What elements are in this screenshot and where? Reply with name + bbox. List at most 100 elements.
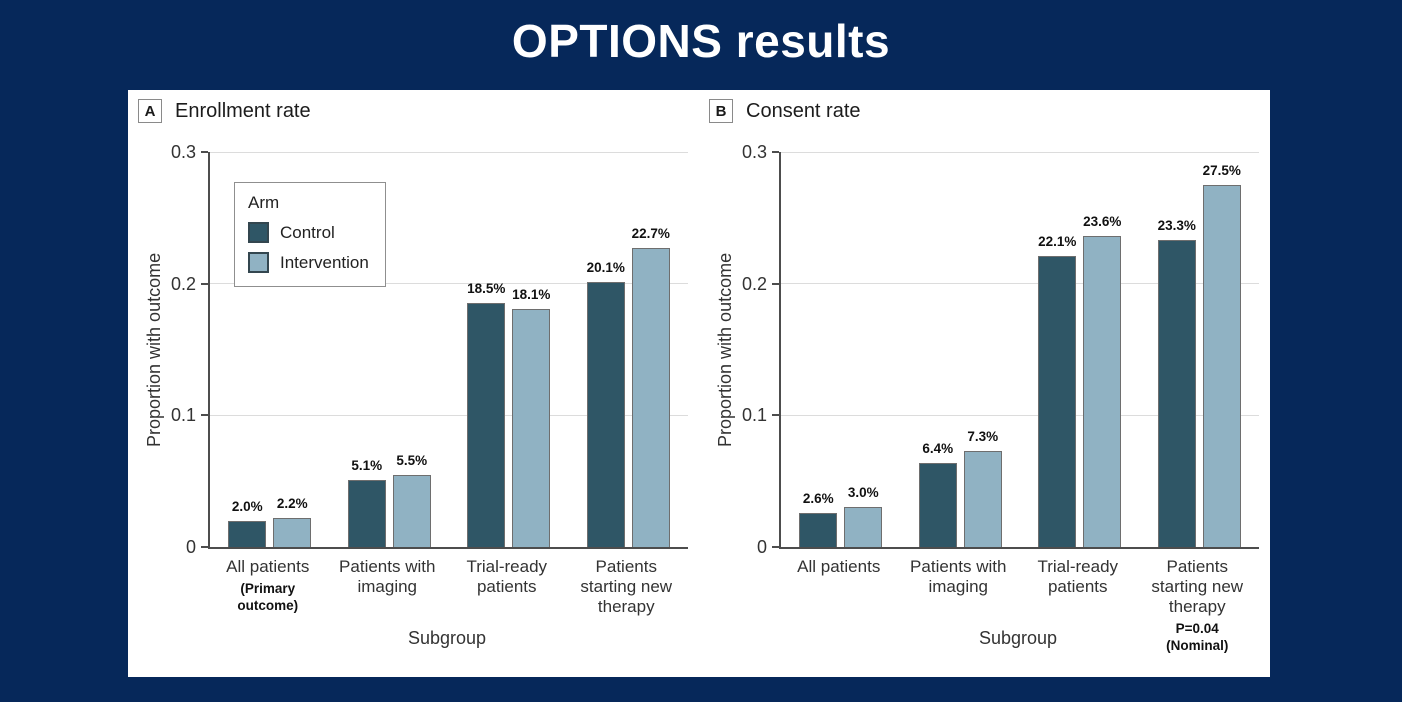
y-tick-label-0: 0 <box>185 537 196 557</box>
y-tick-label-0.3: 0.3 <box>741 142 767 162</box>
bar-value-label: 18.1% <box>512 287 551 302</box>
bar-group-4: 20.1% 22.7% <box>569 152 689 547</box>
y-tick-mark-0.2 <box>772 282 779 285</box>
gridline-0.2 <box>210 283 688 285</box>
bar-value-label: 2.2% <box>276 496 308 511</box>
legend: Arm Control Intervention <box>234 182 386 287</box>
category-labels-row: All patients Patients with imaging Trial-r… <box>779 557 1257 655</box>
bars-row: 2.6% 3.0% 6.4% 7.3% 22.1% 23.6% 23.3% 27.5% <box>781 152 1259 547</box>
y-tick-mark-0.3 <box>201 151 208 153</box>
intervention-swatch <box>248 252 269 273</box>
bar-value-label: 5.5% <box>396 453 428 468</box>
bar-value-label: 23.3% <box>1157 218 1196 233</box>
control-bar: 5.1% <box>347 458 386 547</box>
category-cell-4: Patients starting new therapy <box>567 557 687 617</box>
control-bar: 6.4% <box>918 441 957 547</box>
category-cell-4: Patients starting new therapy P=0.04 (Nom… <box>1138 557 1258 655</box>
legend-entry-control: Control <box>248 222 369 243</box>
category-cell-2: Patients with imaging <box>899 557 1019 655</box>
plot-area: 2.0% 2.2% 5.1% 5.5% 18.5% 18.1% 20.1% 22.7% <box>208 151 688 549</box>
category-label: Patients with imaging <box>339 557 436 596</box>
bar-value-label: 23.6% <box>1083 214 1122 229</box>
category-cell-1: All patients (Primary outcome) <box>208 557 328 617</box>
bar-group-4: 23.3% 27.5% <box>1140 152 1260 547</box>
bar-value-label: 18.5% <box>467 281 506 296</box>
intervention-bar: 3.0% <box>844 485 883 547</box>
bar-value-label: 5.1% <box>351 458 383 473</box>
intervention-bar: 7.3% <box>963 429 1002 547</box>
figure-card: A Enrollment rate Proportion with outcome 2… <box>128 90 1270 677</box>
legend-entry-label: Control <box>280 222 335 242</box>
bar-value-label: 3.0% <box>847 485 879 500</box>
control-bar: 20.1% <box>587 260 625 547</box>
figure-panel-a: A Enrollment rate Proportion with outcome 2… <box>128 90 699 677</box>
y-tick-label-0.1: 0.1 <box>741 405 767 426</box>
bar-group-2: 6.4% 7.3% <box>901 152 1021 547</box>
control-bar: 23.3% <box>1158 218 1196 547</box>
panel-a-title: Enrollment rate <box>175 99 311 122</box>
plot-area: 2.6% 3.0% 6.4% 7.3% 22.1% 23.6% 23.3% 27.5% <box>779 151 1259 549</box>
gridline-0.1 <box>210 414 688 416</box>
bar-value-label: 27.5% <box>1202 163 1241 178</box>
intervention-bar: 22.7% <box>632 226 670 547</box>
control-bar: 18.5% <box>467 281 505 547</box>
category-label: Trial-ready patients <box>1037 557 1119 596</box>
y-axis-label: Proportion with outcome <box>715 252 735 447</box>
legend-title: Arm <box>248 193 280 212</box>
bar-value-label: 2.0% <box>231 499 263 514</box>
category-cell-1: All patients <box>779 557 899 655</box>
category-cell-2: Patients with imaging <box>328 557 448 617</box>
category-label: Patients starting new therapy <box>1151 557 1244 616</box>
bar-value-label: 20.1% <box>586 260 625 275</box>
y-tick-mark-0 <box>772 546 779 548</box>
category-label: All patients <box>226 557 310 576</box>
bar-group-3: 22.1% 23.6% <box>1020 152 1140 547</box>
intervention-bar: 23.6% <box>1083 214 1121 547</box>
y-tick-label-0: 0 <box>756 537 767 557</box>
control-bar: 22.1% <box>1038 234 1076 547</box>
category-label: Patients starting new therapy <box>580 557 673 616</box>
intervention-bar: 5.5% <box>392 453 431 547</box>
gridline-0.3 <box>210 151 688 153</box>
bar-value-label: 2.6% <box>802 491 834 506</box>
y-tick-mark-0.1 <box>201 414 208 417</box>
category-label: Trial-ready patients <box>466 557 548 596</box>
category-label: Patients with imaging <box>910 557 1007 596</box>
y-tick-mark-0.1 <box>772 414 779 417</box>
bar-group-3: 18.5% 18.1% <box>449 152 569 547</box>
y-tick-mark-0.3 <box>772 151 779 153</box>
bar-group-1: 2.6% 3.0% <box>781 152 901 547</box>
figure-panel-b: B Consent rate Proportion with outcome 2.6%… <box>699 90 1270 677</box>
control-swatch <box>248 222 269 243</box>
bars-row: 2.0% 2.2% 5.1% 5.5% 18.5% 18.1% 20.1% 22.7% <box>210 152 688 547</box>
control-bar: 2.6% <box>799 491 838 547</box>
intervention-bar: 27.5% <box>1203 163 1241 547</box>
y-axis-label: Proportion with outcome <box>144 252 164 447</box>
panel-b-letter-badge: B <box>709 99 733 123</box>
intervention-bar: 2.2% <box>273 496 312 547</box>
category-cell-3: Trial-ready patients <box>1018 557 1138 655</box>
y-tick-label-0.2: 0.2 <box>170 273 196 294</box>
panel-a-header: A Enrollment rate <box>138 99 311 123</box>
panel-a-letter-badge: A <box>138 99 162 123</box>
category-note: (Primary outcome) <box>237 581 299 613</box>
bar-group-2: 5.1% 5.5% <box>330 152 450 547</box>
bar-group-1: 2.0% 2.2% <box>210 152 330 547</box>
y-tick-label-0.2: 0.2 <box>741 273 767 294</box>
category-cell-3: Trial-ready patients <box>447 557 567 617</box>
gridline-0.2 <box>781 283 1259 285</box>
panel-b-title: Consent rate <box>746 99 861 122</box>
intervention-bar: 18.1% <box>512 287 550 547</box>
y-tick-mark-0.2 <box>201 282 208 285</box>
control-bar: 2.0% <box>228 499 267 547</box>
gridline-0.1 <box>781 414 1259 416</box>
category-labels-row: All patients (Primary outcome) Patients wi… <box>208 557 686 617</box>
category-label: All patients <box>797 557 881 576</box>
x-axis-label: Subgroup <box>978 628 1058 648</box>
bar-value-label: 6.4% <box>922 441 954 456</box>
x-axis-label: Subgroup <box>407 628 487 648</box>
y-tick-label-0.1: 0.1 <box>170 405 196 426</box>
category-note: P=0.04 (Nominal) <box>1166 621 1229 653</box>
legend-entry-label: Intervention <box>280 252 369 272</box>
slide-title: OPTIONS results <box>511 15 891 67</box>
